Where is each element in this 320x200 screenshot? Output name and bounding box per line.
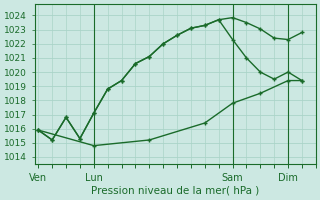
- X-axis label: Pression niveau de la mer( hPa ): Pression niveau de la mer( hPa ): [91, 186, 260, 196]
